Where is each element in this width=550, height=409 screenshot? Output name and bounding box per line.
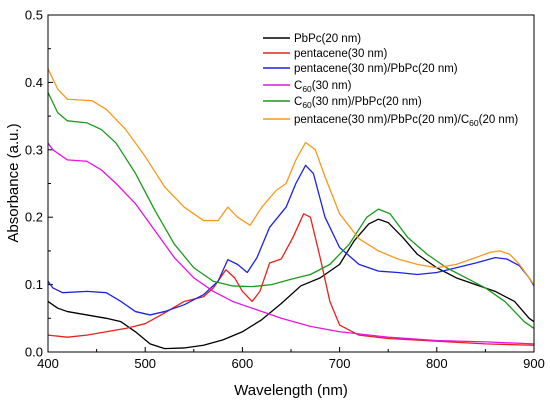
x-tick-label: 400 bbox=[37, 356, 59, 371]
y-tick-label: 0.3 bbox=[25, 142, 43, 157]
axes: 400 500 600 700 800 900 0.0 0.1 0.2 0.3 0.4 0.5 bbox=[25, 8, 545, 372]
legend-label-6: pentacene(30 nm)/PbPc(20 nm)/C60(20 nm) bbox=[294, 114, 518, 128]
series-line-2 bbox=[47, 213, 535, 346]
x-tick-label: 600 bbox=[232, 356, 254, 371]
legend-label-4: C60(30 nm) bbox=[294, 80, 352, 94]
series-line-1 bbox=[47, 218, 535, 350]
y-tick-label: 0.4 bbox=[25, 75, 43, 90]
legend-label-2: pentacene(30 nm) bbox=[294, 48, 388, 60]
series-line-6 bbox=[47, 68, 535, 285]
series-lines bbox=[47, 68, 535, 350]
legend: PbPc(20 nm) pentacene(30 nm) pentacene(30 … bbox=[263, 33, 518, 128]
x-tick-label: 800 bbox=[426, 356, 448, 371]
plot-frame bbox=[47, 14, 535, 353]
y-tick-label: 0.2 bbox=[25, 210, 43, 225]
y-tick-label: 0.5 bbox=[25, 8, 43, 23]
x-tick-label: 500 bbox=[134, 356, 156, 371]
y-tick-label: 0.0 bbox=[25, 345, 43, 360]
y-tick-label: 0.1 bbox=[25, 277, 43, 292]
legend-label-5: C60(30 nm)/PbPc(20 nm) bbox=[294, 96, 422, 110]
series-line-3 bbox=[47, 164, 535, 316]
x-tick-label: 700 bbox=[329, 356, 351, 371]
x-tick-label: 900 bbox=[523, 356, 545, 371]
y-axis-title: Absorbance (a.u.) bbox=[5, 123, 22, 242]
series-line-4 bbox=[47, 142, 535, 345]
x-axis-title: Wavelength (nm) bbox=[234, 382, 348, 399]
legend-label-3: pentacene(30 nm)/PbPc(20 nm) bbox=[294, 63, 458, 75]
series-line-5 bbox=[47, 92, 535, 329]
legend-label-1: PbPc(20 nm) bbox=[294, 33, 361, 45]
